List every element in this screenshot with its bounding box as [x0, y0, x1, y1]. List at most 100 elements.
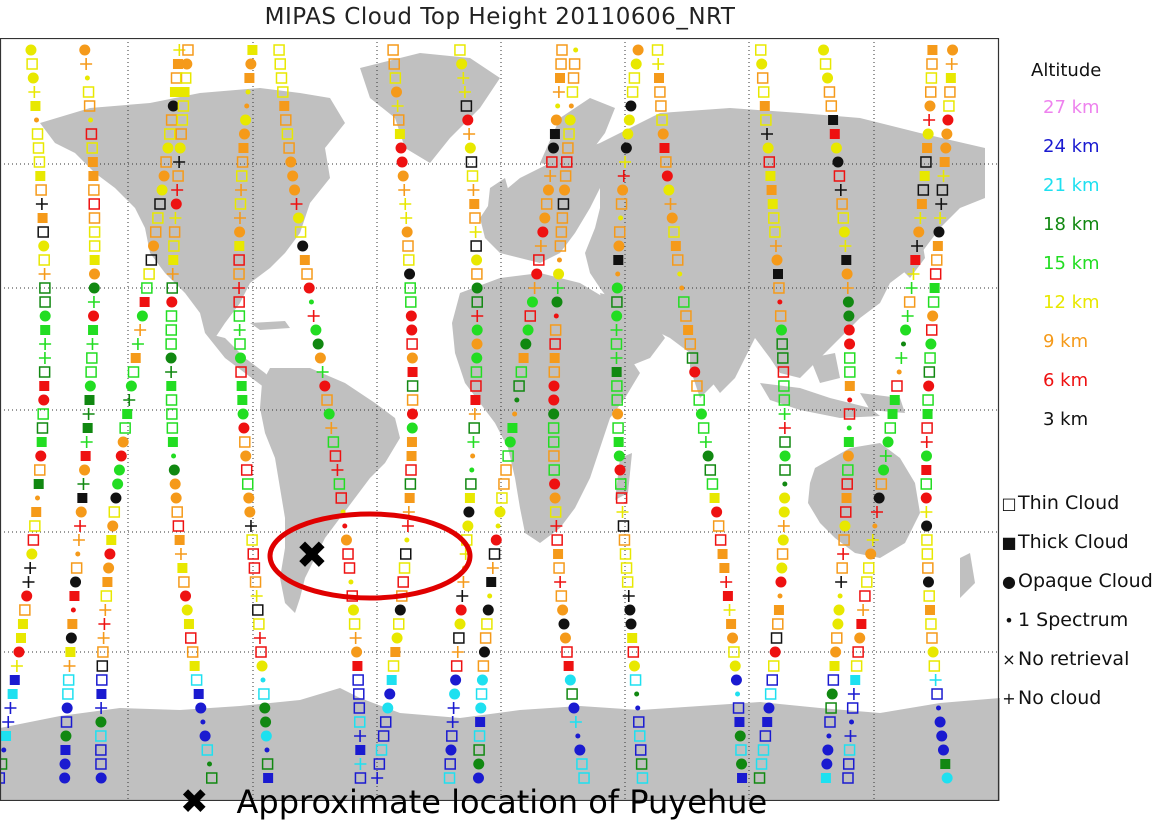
thin-cloud-marker: [619, 548, 632, 560]
one-spectrum-marker: [342, 523, 348, 529]
no-cloud-marker: [233, 324, 246, 336]
opaque-cloud-marker: [625, 618, 637, 630]
no-cloud-marker: [550, 520, 563, 532]
opaque-cloud-marker: [763, 702, 775, 714]
opaque-cloud-marker: [445, 744, 457, 756]
no-cloud-marker: [720, 576, 733, 588]
thick-cloud-marker: [507, 423, 518, 433]
thin-cloud-marker: [253, 618, 265, 630]
thin-cloud-marker: [31, 128, 44, 140]
no-cloud-marker: [544, 170, 557, 182]
opaque-cloud-marker: [611, 310, 623, 322]
thin-cloud-marker: [405, 296, 417, 308]
thin-cloud-marker: [403, 254, 415, 266]
thin-cloud-marker: [469, 212, 481, 224]
opaque-cloud-marker: [59, 758, 71, 770]
thin-cloud-marker: [836, 198, 848, 210]
thin-cloud-marker: [513, 380, 525, 392]
opaque-cloud-marker: [553, 268, 565, 280]
thin-cloud-marker: [735, 744, 747, 756]
thin-cloud-marker: [83, 100, 96, 112]
opaque-cloud-marker: [839, 520, 851, 532]
thin-cloud-marker: [168, 226, 181, 238]
opaque-cloud-marker: [471, 352, 483, 364]
opaque-cloud-marker: [260, 730, 272, 742]
thin-cloud-marker: [0, 772, 6, 784]
opaque-cloud-marker: [195, 702, 207, 714]
thin-cloud-marker: [443, 772, 456, 784]
thin-cloud-marker: [38, 366, 51, 378]
opaque-cloud-marker: [762, 142, 774, 154]
opaque-cloud-marker: [551, 296, 563, 308]
no-cloud-marker: [171, 184, 184, 196]
thick-cloud-marker: [189, 661, 200, 671]
opaque-cloud-marker: [922, 576, 934, 588]
no-cloud-marker: [870, 506, 883, 518]
thin-cloud-marker: [175, 128, 187, 140]
opaque-cloud-marker: [531, 268, 543, 280]
legend-type-no-retrieval: × No retrieval: [1000, 648, 1129, 670]
thick-cloud-marker: [31, 507, 42, 517]
no-cloud-marker: [463, 128, 476, 140]
thin-cloud-marker: [172, 520, 185, 532]
opaque-cloud-marker: [60, 730, 72, 742]
opaque-cloud-marker: [558, 618, 570, 630]
opaque-cloud-marker: [711, 506, 723, 518]
thick-cloud-marker: [33, 479, 44, 489]
thin-cloud-marker: [37, 226, 49, 238]
thick-cloud-marker: [39, 381, 50, 391]
opaque-cloud-marker: [873, 492, 885, 504]
thick-cloud-marker: [820, 773, 831, 783]
no-cloud-marker: [534, 240, 547, 252]
opaque-cloud-marker: [464, 142, 476, 154]
opaque-cloud-marker: [449, 688, 461, 700]
thin-cloud-marker: [922, 562, 934, 574]
opaque-cloud-marker: [110, 492, 122, 504]
thin-cloud-marker: [568, 58, 581, 70]
thin-cloud-marker: [827, 674, 840, 686]
thin-cloud-marker: [406, 380, 419, 392]
no-cloud-marker: [451, 646, 464, 658]
thin-cloud-marker: [205, 772, 218, 784]
opaque-cloud-marker: [900, 324, 912, 336]
thin-cloud-marker: [481, 618, 493, 630]
thin-cloud-marker: [301, 268, 313, 280]
thick-cloud-marker: [60, 745, 71, 755]
no-cloud-marker: [937, 170, 950, 182]
no-cloud-marker: [610, 352, 623, 364]
thin-cloud-marker: [468, 422, 480, 434]
opaque-cloud-marker: [462, 520, 474, 532]
thin-cloud-marker: [234, 338, 246, 350]
opaque-cloud-marker: [663, 184, 675, 196]
opaque-cloud-marker: [522, 324, 534, 336]
no-cloud-marker: [400, 212, 413, 224]
no-cloud-marker: [834, 184, 847, 196]
thick-cloud-marker: [183, 619, 194, 629]
thin-cloud-marker: [920, 156, 932, 168]
opaque-cloud-marker: [450, 674, 462, 686]
no-cloud-marker: [554, 576, 567, 588]
thick-cloud-marker: [464, 493, 475, 503]
no-cloud-marker: [235, 184, 248, 196]
opaque-cloud-marker: [539, 212, 551, 224]
no-cloud-marker: [457, 576, 470, 588]
thin-cloud-marker: [176, 114, 189, 126]
thick-cloud-marker: [670, 241, 681, 251]
thin-cloud-marker: [556, 44, 568, 56]
thick-cloud-marker: [386, 675, 397, 685]
annotation-text: Approximate location of Puyehue: [236, 783, 768, 821]
opaque-cloud-marker: [35, 450, 47, 462]
thin-cloud-marker: [611, 394, 623, 406]
thin-cloud-marker: [547, 422, 560, 434]
opaque-cloud-marker: [125, 380, 137, 392]
no-cloud-marker: [233, 212, 246, 224]
thin-cloud-marker: [393, 114, 405, 126]
opaque-cloud-marker: [25, 44, 37, 56]
thin-cloud-marker: [615, 478, 627, 490]
thin-cloud-marker: [34, 464, 46, 476]
thin-cloud-icon: □: [1001, 494, 1017, 513]
one-spectrum-marker: [735, 691, 741, 697]
thin-cloud-marker: [100, 590, 113, 602]
opaque-cloud-marker: [830, 646, 842, 658]
opaque-cloud-marker: [475, 702, 487, 714]
